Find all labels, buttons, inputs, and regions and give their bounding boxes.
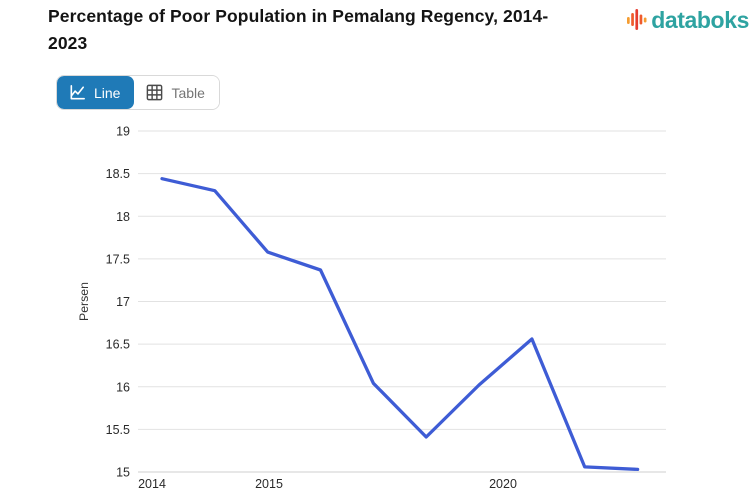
- x-tick-label: 2020: [489, 477, 517, 491]
- y-tick-label: 18: [116, 210, 130, 224]
- line-chart-icon: [70, 85, 85, 100]
- view-toggle: Line Table: [56, 75, 220, 110]
- y-tick-label: 19: [116, 125, 130, 139]
- y-tick-label: 17: [116, 295, 130, 309]
- y-tick-label: 18.5: [106, 167, 130, 181]
- y-tick-label: 17.5: [106, 252, 130, 266]
- y-tick-label: 15: [116, 466, 130, 480]
- data-line-series: [160, 177, 640, 472]
- table-view-label: Table: [171, 84, 205, 101]
- table-view-button[interactable]: Table: [134, 76, 219, 109]
- y-axis-title: Persen: [77, 282, 91, 321]
- x-tick-label: 2015: [255, 477, 283, 491]
- y-tick-label: 16: [116, 380, 130, 394]
- page-title: Percentage of Poor Population in Pemalan…: [48, 6, 549, 53]
- databoks-wordmark: databoks: [651, 7, 749, 33]
- y-tick-label: 16.5: [106, 338, 130, 352]
- databoks-bars-icon: [627, 9, 647, 30]
- table-icon: [147, 84, 163, 101]
- line-view-label: Line: [94, 84, 121, 101]
- x-tick-label: 2014: [138, 477, 166, 491]
- databoks-logo[interactable]: databoks: [627, 7, 749, 33]
- y-tick-label: 15.5: [106, 423, 130, 437]
- line-view-button[interactable]: Line: [57, 76, 135, 109]
